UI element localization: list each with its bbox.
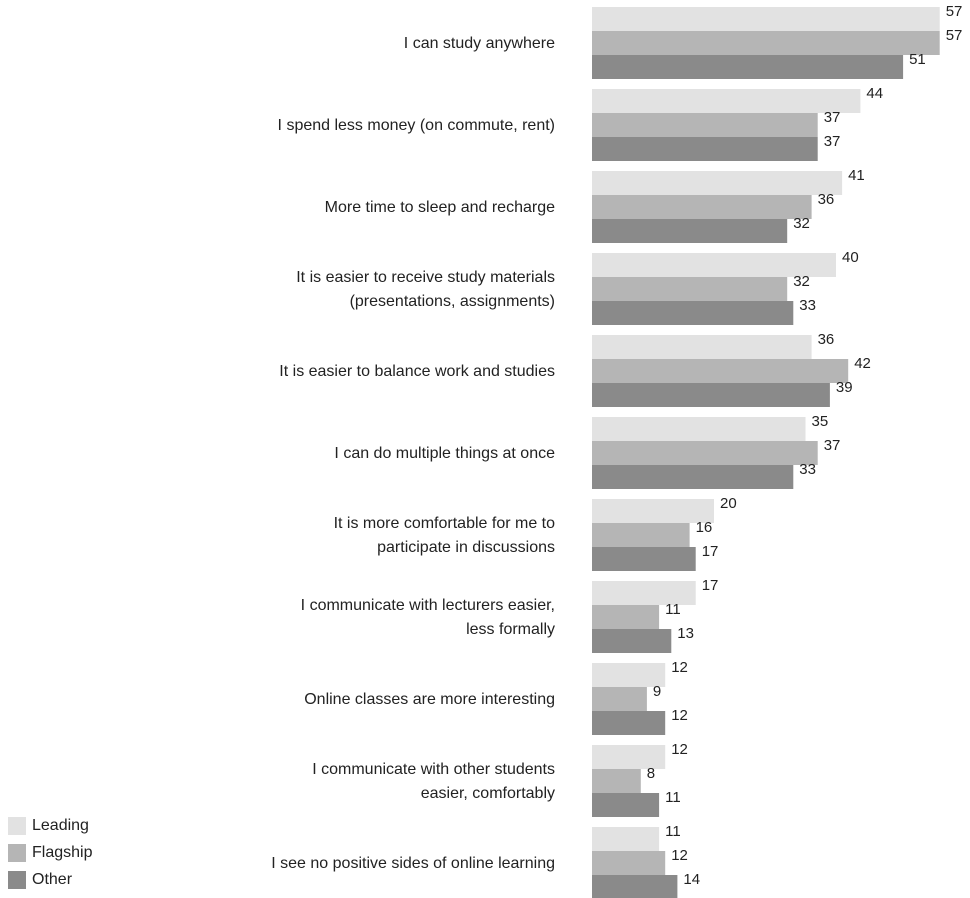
value-label: 36 [818,191,835,208]
category-group: 20 16 17 It is more comfortable for me to pa… [334,495,737,571]
value-label: 8 [647,765,655,782]
value-label: 11 [665,823,681,840]
bar-flagship [592,195,812,219]
value-label: 20 [720,495,737,512]
value-label: 12 [671,741,688,758]
bar-leading [592,581,696,605]
category-label: I communicate with lecturers easier, less… [301,597,555,638]
legend-swatch-leading [8,816,26,835]
value-label: 32 [793,215,810,232]
category-label: It is more comfortable for me to particip… [334,515,556,556]
value-label: 33 [799,461,816,478]
value-label: 13 [677,625,694,642]
legend-item-flagship: Flagship [8,839,92,866]
bar-flagship [592,441,818,465]
bar-leading [592,827,660,851]
bar-other [592,629,672,653]
bar-leading [592,7,940,31]
legend-label-leading: Leading [32,816,89,834]
bar-flagship [592,277,788,301]
legend-swatch-other [8,870,26,889]
value-label: 12 [671,707,688,724]
value-label: 41 [848,167,865,184]
bar-leading [592,745,666,769]
category-label: I can do multiple things at once [334,445,555,462]
value-label: 35 [812,413,829,430]
bar-other [592,383,830,407]
category-group: 12 8 11 I communicate with other students ea… [312,741,688,817]
value-label: 42 [854,355,871,372]
value-label: 17 [702,577,719,594]
category-label: It is easier to receive study materials(… [296,269,555,310]
bar-other [592,711,666,735]
legend-item-other: Other [8,866,92,893]
bar-flagship [592,605,660,629]
legend-swatch-flagship [8,843,26,862]
bar-leading [592,335,812,359]
value-label: 17 [702,543,719,560]
bar-flagship [592,113,818,137]
value-label: 44 [866,85,883,102]
value-label: 40 [842,249,859,266]
category-label: I communicate with other students easier,… [312,761,555,802]
bar-flagship [592,687,647,711]
bar-leading [592,253,836,277]
value-label: 37 [824,133,841,150]
category-group: 57 57 51 I can study anywhere [404,3,963,79]
bar-other [592,793,660,817]
legend-label-other: Other [32,870,73,888]
bar-flagship [592,769,641,793]
bar-other [592,219,788,243]
bar-flagship [592,523,690,547]
bar-leading [592,499,714,523]
bar-flagship [592,31,940,55]
value-label: 57 [946,3,963,20]
bar-other [592,875,678,898]
value-label: 12 [671,847,688,864]
legend-label-flagship: Flagship [32,843,93,861]
category-group: 35 37 33 I can do multiple things at once [334,413,840,489]
value-label: 11 [665,789,681,806]
value-label: 39 [836,379,853,396]
bar-other [592,465,794,489]
value-label: 51 [909,51,926,68]
value-label: 36 [818,331,835,348]
value-label: 57 [946,27,963,44]
value-label: 37 [824,437,841,454]
legend-item-leading: Leading [8,812,92,839]
bar-other [592,301,794,325]
value-label: 12 [671,659,688,676]
value-label: 32 [793,273,810,290]
value-label: 11 [665,601,681,618]
value-label: 37 [824,109,841,126]
category-label: I see no positive sides of online learni… [271,855,555,872]
value-label: 16 [696,519,713,536]
bar-leading [592,171,843,195]
category-group: 44 37 37 I spend less money (on commute, re… [278,85,883,161]
category-group: 17 11 13 I communicate with lecturers easie… [301,577,719,653]
bar-other [592,55,904,79]
category-group: 41 36 32 More time to sleep and recharge [325,167,865,243]
bar-leading [592,89,861,113]
category-label: It is easier to balance work and studies [279,363,555,380]
category-label: More time to sleep and recharge [325,199,555,216]
value-label: 14 [683,871,700,888]
category-label: I spend less money (on commute, rent) [278,117,555,134]
bar-other [592,137,818,161]
category-label: I can study anywhere [404,35,555,52]
value-label: 33 [799,297,816,314]
bar-other [592,547,696,571]
bar-leading [592,663,666,687]
value-label: 9 [653,683,661,700]
legend: Leading Flagship Other [8,812,92,893]
bar-flagship [592,851,666,875]
bar-leading [592,417,806,441]
bar-flagship [592,359,849,383]
category-group: 11 12 14 I see no positive sides of online … [271,823,700,898]
category-group: 12 9 12 Online classes are more interesting [304,659,688,735]
category-group: 40 32 33 It is easier to receive study mate… [296,249,859,325]
category-label: Online classes are more interesting [304,691,555,708]
